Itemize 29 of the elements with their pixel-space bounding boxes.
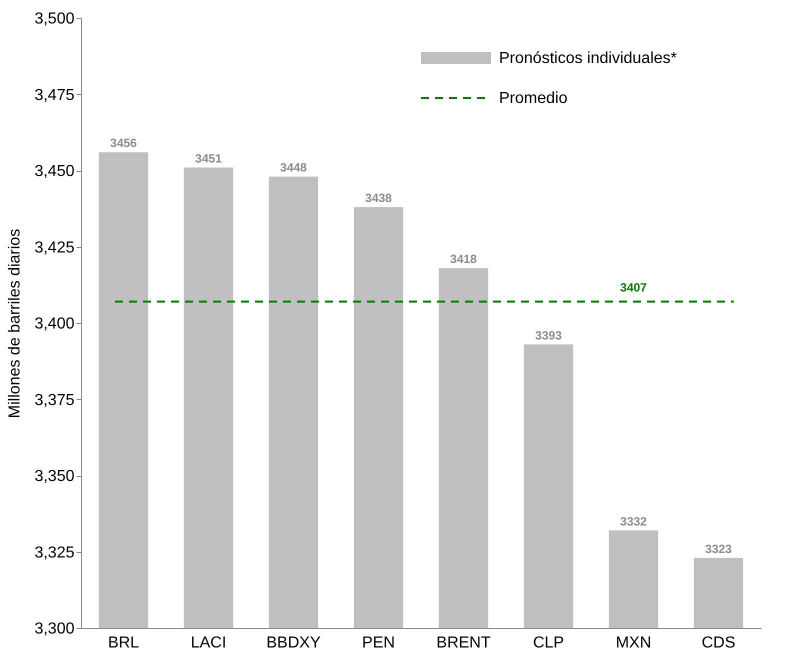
y-tick-label: 3,300 (34, 620, 75, 638)
y-tick-label: 3,400 (34, 316, 75, 332)
x-tick-label: BRENT (436, 634, 491, 652)
y-tick-label: 3,425 (34, 239, 75, 256)
legend-label: Promedio (499, 90, 568, 107)
y-tick-label: 3,375 (34, 392, 75, 409)
data-label: 3393 (535, 328, 562, 342)
data-label: 3332 (620, 514, 648, 528)
legend-label: Pronósticos individuales* (499, 50, 677, 67)
data-label: 3418 (450, 252, 478, 266)
y-axis-title: Millones de barriles diarios (6, 228, 24, 418)
y-tick-label: 3,350 (34, 468, 75, 485)
x-tick-label: CDS (702, 634, 736, 652)
annotation: 3407 (620, 280, 648, 295)
x-tick-label: LACI (190, 634, 226, 652)
y-tick-label: 3,325 (34, 544, 75, 562)
data-label: 3323 (705, 542, 732, 556)
data-label: 3456 (110, 136, 138, 150)
x-tick-label: BBDXY (266, 634, 321, 652)
y-tick-label: 3,450 (34, 163, 75, 180)
x-tick-label: BRL (108, 634, 140, 652)
y-tick-label: 3,475 (34, 86, 75, 104)
x-tick-label: MXN (616, 634, 652, 652)
data-label: 3438 (365, 191, 392, 206)
x-tick-label: PEN (362, 634, 395, 652)
data-label: 3451 (195, 151, 222, 166)
y-tick-label: 3,500 (34, 10, 75, 28)
data-label: 3448 (280, 160, 308, 175)
x-tick-label: CLP (532, 634, 564, 652)
